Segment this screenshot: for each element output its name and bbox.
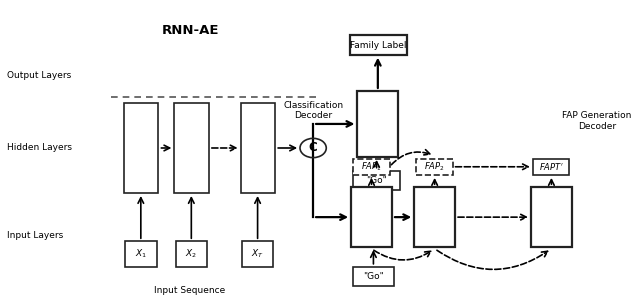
FancyBboxPatch shape (351, 187, 392, 247)
FancyBboxPatch shape (125, 241, 157, 267)
Text: FAP Generation
Decoder: FAP Generation Decoder (563, 111, 632, 131)
FancyBboxPatch shape (353, 159, 390, 175)
Text: $FAP_2$: $FAP_2$ (424, 161, 445, 173)
Text: Family Label: Family Label (350, 40, 406, 50)
FancyBboxPatch shape (353, 171, 400, 190)
FancyBboxPatch shape (175, 241, 207, 267)
Text: $X_1$: $X_1$ (135, 248, 147, 260)
FancyBboxPatch shape (241, 103, 275, 193)
FancyBboxPatch shape (353, 267, 394, 286)
FancyBboxPatch shape (242, 241, 273, 267)
Text: Output Layers: Output Layers (7, 71, 71, 80)
FancyBboxPatch shape (414, 187, 455, 247)
Text: Hidden Layers: Hidden Layers (7, 143, 72, 153)
FancyBboxPatch shape (357, 91, 398, 157)
Text: "Go": "Go" (366, 176, 387, 185)
Text: RNN-AE: RNN-AE (161, 24, 219, 37)
FancyBboxPatch shape (124, 103, 159, 193)
Text: "Go": "Go" (363, 272, 384, 281)
FancyBboxPatch shape (416, 159, 452, 175)
Text: Input Sequence: Input Sequence (154, 286, 226, 295)
Text: Classification
Decoder: Classification Decoder (283, 101, 343, 120)
Text: Input Layers: Input Layers (7, 231, 63, 240)
Text: $FAP_1$: $FAP_1$ (361, 161, 381, 173)
Text: C: C (308, 142, 317, 155)
FancyBboxPatch shape (532, 159, 570, 175)
Text: $X_T$: $X_T$ (251, 248, 264, 260)
FancyBboxPatch shape (174, 103, 209, 193)
FancyBboxPatch shape (531, 187, 572, 247)
Text: $FAPT'$: $FAPT'$ (539, 161, 564, 172)
Text: $X_2$: $X_2$ (186, 248, 197, 260)
FancyBboxPatch shape (349, 35, 406, 55)
